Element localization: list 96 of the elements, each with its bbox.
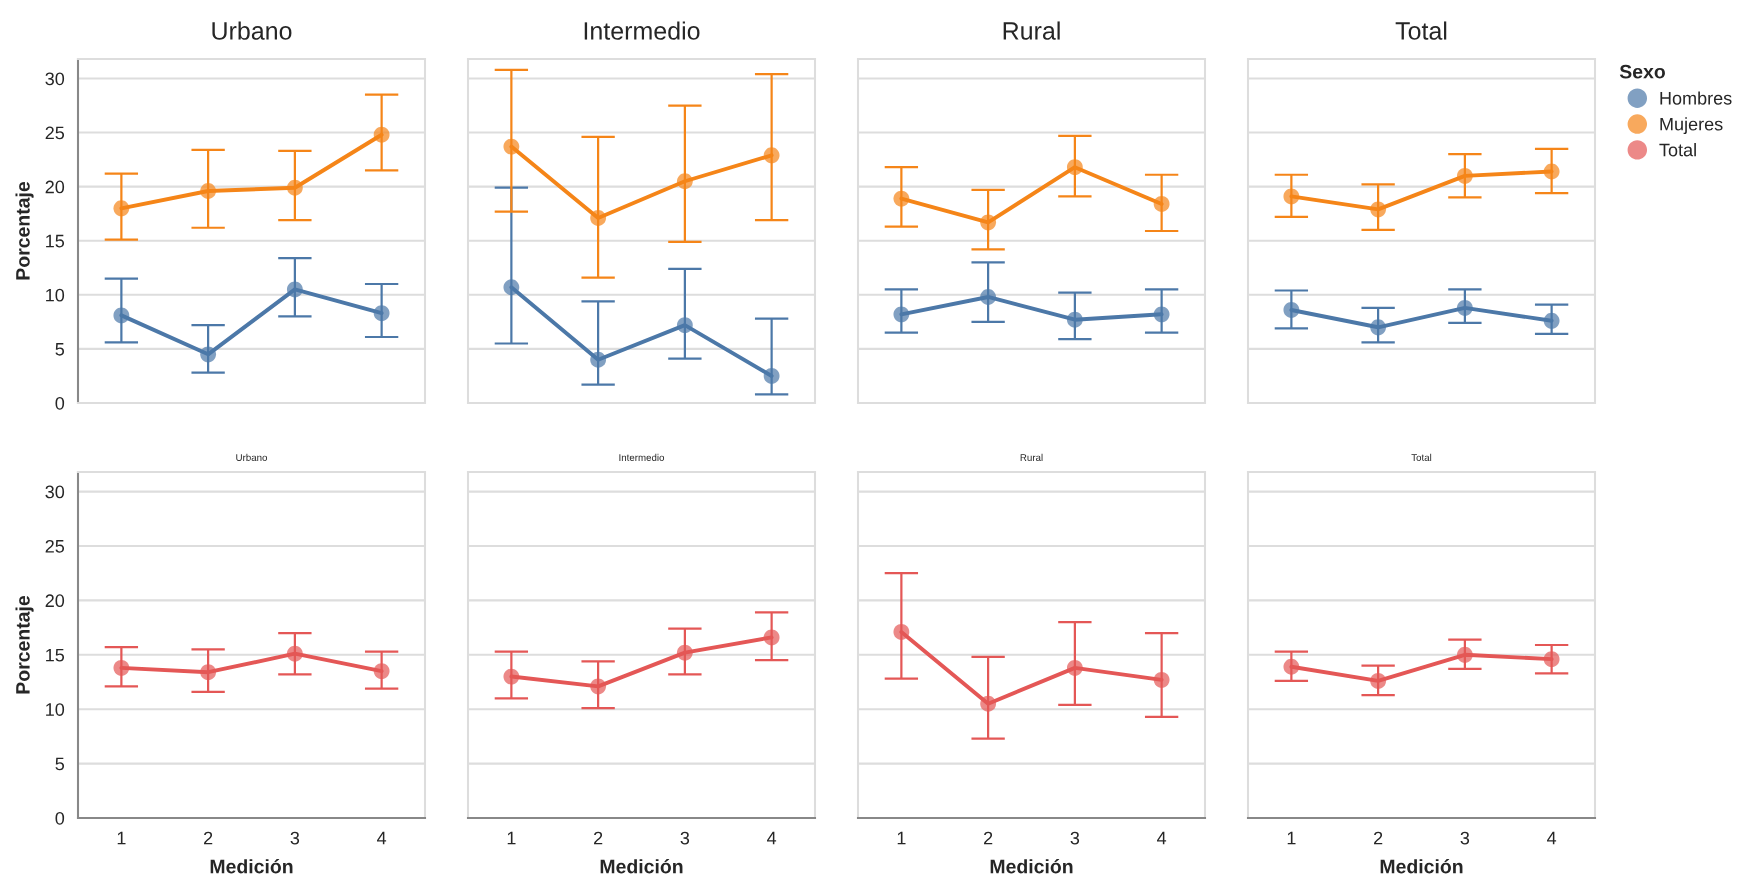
chart-title: Total (1411, 453, 1432, 461)
x-tick-label: 4 (1157, 831, 1167, 845)
point (763, 368, 780, 384)
x-tick-label: 3 (290, 831, 300, 845)
point (286, 281, 303, 298)
point (1370, 319, 1387, 336)
point (893, 624, 910, 640)
chart-title: Urbano (212, 21, 292, 40)
chart-title: Rural (1003, 21, 1060, 40)
point (1456, 646, 1473, 663)
y-tick-label: 30 (45, 485, 65, 499)
point (1283, 188, 1300, 205)
point (1066, 659, 1083, 676)
x-tick-label: 3 (1070, 831, 1080, 845)
point (676, 317, 693, 334)
point (503, 138, 520, 155)
point (1456, 167, 1473, 184)
chart-title: Intermedio (584, 21, 700, 40)
y-tick-label: 20 (45, 180, 65, 194)
x-tick-label: 1 (507, 831, 516, 845)
y-tick-label: 20 (45, 594, 65, 608)
point (113, 659, 130, 676)
point (980, 695, 997, 712)
point (1456, 299, 1473, 316)
point (200, 183, 217, 199)
point (503, 668, 520, 685)
point (200, 664, 217, 681)
y-tick-label: 15 (46, 234, 65, 248)
x-tick-label: 2 (204, 831, 213, 845)
x-tick-label: 3 (1460, 831, 1470, 845)
point (1066, 159, 1083, 176)
x-tick-label: 2 (1374, 831, 1383, 845)
legend-label: Mujeres (1660, 117, 1723, 135)
point (893, 306, 910, 323)
point (980, 214, 997, 231)
point (373, 305, 390, 322)
y-tick-label: 0 (55, 811, 65, 825)
point (590, 678, 607, 695)
point (893, 190, 910, 207)
y-tick-label: 5 (55, 757, 65, 771)
y-tick-label: 0 (55, 396, 65, 410)
point (1153, 671, 1170, 688)
point (1066, 311, 1083, 328)
x-tick-label: 1 (1287, 831, 1296, 845)
point (590, 351, 607, 368)
point (113, 200, 130, 217)
point (1370, 201, 1387, 218)
y-tick-label: 30 (45, 72, 65, 86)
point (980, 289, 997, 305)
x-tick-label: 2 (594, 831, 603, 845)
x-tick-label: 1 (117, 831, 126, 845)
y-tick-label: 10 (46, 288, 65, 302)
point (1283, 658, 1300, 675)
point (286, 645, 303, 662)
chart-title: Urbano (236, 453, 268, 461)
point (503, 279, 520, 296)
x-tick-label: 4 (767, 831, 777, 845)
point (1283, 302, 1300, 318)
point (200, 346, 217, 363)
point (676, 173, 693, 190)
x-tick-label: 4 (377, 831, 387, 845)
legend-label: Hombres (1660, 91, 1732, 105)
point (763, 629, 780, 646)
point (373, 126, 390, 143)
x-axis-title: Medición (600, 858, 683, 874)
y-axis-title: Porcentaje (15, 595, 34, 694)
x-tick-label: 4 (1547, 831, 1557, 845)
chart-title: Total (1395, 21, 1447, 40)
legend-title: Sexo (1619, 64, 1665, 79)
y-tick-label: 5 (55, 343, 65, 356)
point (1543, 312, 1560, 329)
point (676, 644, 693, 661)
x-tick-label: 3 (680, 831, 690, 845)
x-tick-label: 1 (897, 831, 906, 845)
point (286, 179, 303, 196)
legend-label: Total (1659, 143, 1696, 157)
x-axis-title: Medición (1380, 858, 1463, 874)
point (1543, 163, 1560, 180)
point (373, 663, 390, 680)
point (1543, 651, 1560, 668)
y-axis-title: Porcentaje (15, 181, 34, 280)
y-tick-label: 15 (46, 648, 65, 662)
point (1370, 672, 1387, 689)
y-tick-label: 25 (45, 126, 65, 140)
x-axis-title: Medición (990, 858, 1073, 874)
x-axis-title: Medición (210, 858, 293, 874)
point (1153, 306, 1170, 323)
y-tick-label: 25 (45, 539, 65, 553)
point (1153, 196, 1170, 212)
point (590, 210, 607, 226)
point (113, 307, 130, 324)
y-tick-label: 10 (46, 703, 65, 716)
x-tick-label: 2 (984, 831, 993, 845)
chart-title: Intermedio (619, 453, 665, 461)
point (763, 147, 780, 164)
chart-title: Rural (1020, 453, 1043, 461)
